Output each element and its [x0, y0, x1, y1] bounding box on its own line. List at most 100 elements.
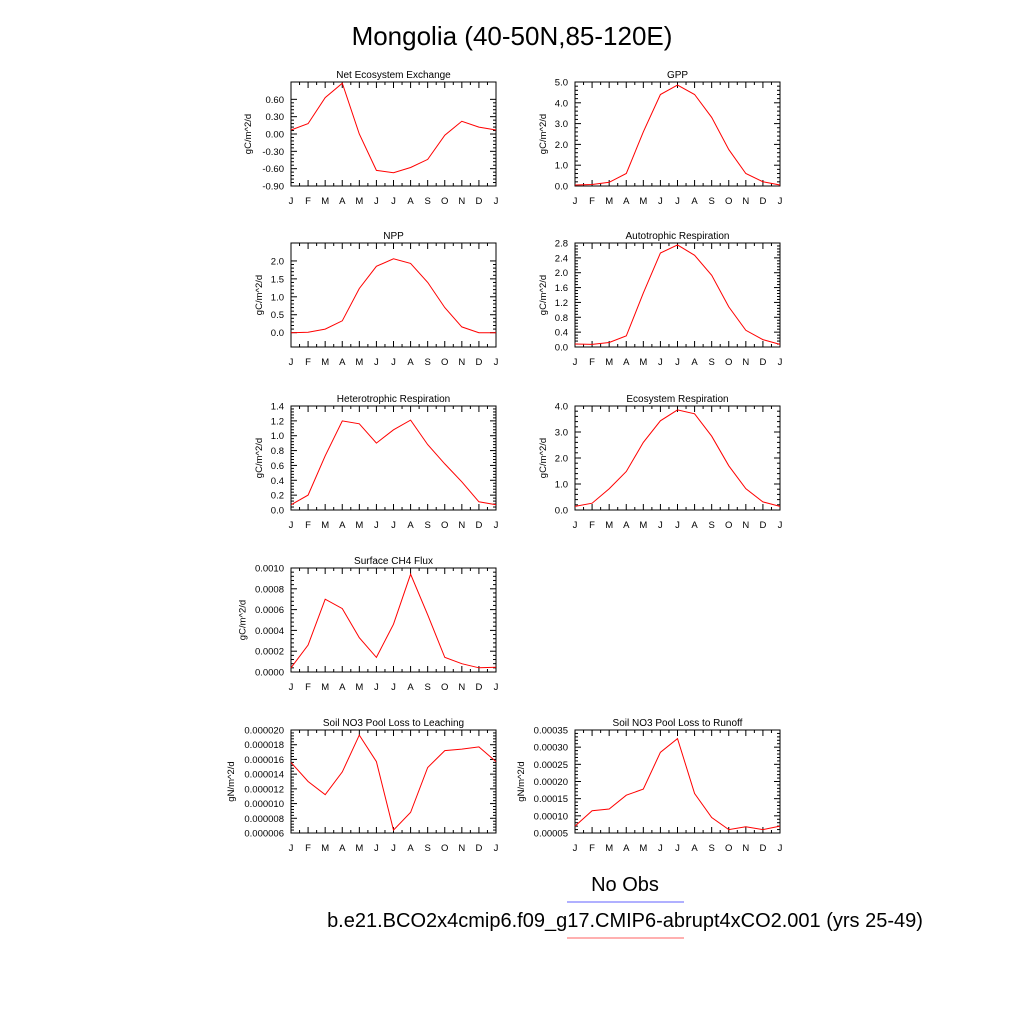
y-tick-label: -0.30: [262, 147, 284, 158]
y-tick-label: 0.0006: [255, 605, 284, 616]
x-tick-label: S: [424, 682, 430, 693]
x-tick-label: A: [691, 196, 698, 207]
y-tick-label: 1.4: [271, 402, 284, 413]
series-line-0: [290, 82, 497, 174]
x-tick-label: M: [321, 357, 329, 368]
x-tick-label: A: [407, 682, 414, 693]
x-tick-label: F: [305, 843, 311, 854]
x-tick-label: A: [339, 843, 346, 854]
x-tick-label: J: [289, 843, 294, 854]
x-tick-label: J: [675, 520, 680, 531]
x-tick-label: J: [374, 196, 379, 207]
x-tick-label: M: [355, 682, 363, 693]
y-tick-label: 2.0: [555, 268, 568, 279]
x-tick-label: D: [475, 682, 482, 693]
x-tick-label: J: [391, 520, 396, 531]
legend-label-model-run: b.e21.BCO2x4cmip6.f09_g17.CMIP6-abrupt4x…: [327, 910, 923, 932]
y-tick-label: 0.6: [271, 461, 284, 472]
x-tick-label: S: [708, 196, 714, 207]
plot-frame: [574, 405, 781, 511]
series-line-0: [290, 419, 497, 506]
panel-title: Ecosystem Respiration: [626, 394, 728, 405]
x-tick-label: O: [441, 682, 448, 693]
x-tick-label: A: [623, 520, 630, 531]
x-tick-label: M: [605, 196, 613, 207]
x-tick-label: S: [424, 196, 430, 207]
x-tick-label: J: [573, 520, 578, 531]
y-tick-label: 0.2: [271, 491, 284, 502]
x-tick-label: N: [458, 843, 465, 854]
x-tick-label: A: [407, 520, 414, 531]
y-tick-label: 0.000020: [244, 726, 284, 737]
y-tick-label: 0.0: [271, 506, 284, 517]
y-tick-label: 0.0010: [255, 564, 284, 575]
y-tick-label: 0.000008: [244, 814, 284, 825]
x-tick-label: J: [391, 682, 396, 693]
series-line-0: [574, 244, 781, 345]
y-tick-label: 1.2: [555, 298, 568, 309]
x-tick-label: M: [639, 520, 647, 531]
y-tick-label: 0.8: [271, 446, 284, 457]
x-tick-label: M: [321, 682, 329, 693]
y-tick-label: 0.0: [555, 343, 568, 354]
x-tick-label: O: [441, 520, 448, 531]
x-tick-label: F: [305, 196, 311, 207]
x-tick-label: J: [778, 357, 783, 368]
y-axis-label: gC/m^2/d: [538, 114, 549, 154]
x-tick-label: S: [424, 520, 430, 531]
x-tick-label: J: [374, 843, 379, 854]
y-tick-label: 0.0: [271, 328, 284, 339]
y-tick-label: 0.00030: [534, 743, 568, 754]
y-tick-label: 0.60: [266, 95, 285, 106]
y-tick-label: -0.90: [262, 182, 284, 193]
x-tick-label: J: [658, 520, 663, 531]
y-tick-label: 0.5: [271, 310, 284, 321]
y-tick-label: 0.00025: [534, 760, 568, 771]
y-tick-label: 1.6: [555, 283, 568, 294]
x-tick-label: A: [339, 357, 346, 368]
panel-title: Surface CH4 Flux: [354, 556, 433, 567]
y-tick-label: 0.00: [266, 130, 285, 141]
x-tick-label: J: [778, 843, 783, 854]
x-tick-label: A: [691, 843, 698, 854]
y-tick-label: 0.000006: [244, 829, 284, 840]
y-tick-label: 1.0: [271, 431, 284, 442]
x-tick-label: J: [658, 357, 663, 368]
x-tick-label: J: [374, 357, 379, 368]
x-tick-label: J: [374, 520, 379, 531]
x-tick-label: F: [305, 357, 311, 368]
x-tick-label: A: [339, 682, 346, 693]
x-tick-label: J: [573, 843, 578, 854]
y-axis-label: gC/m^2/d: [538, 438, 549, 478]
x-tick-label: F: [589, 520, 595, 531]
x-tick-label: J: [391, 196, 396, 207]
x-tick-label: N: [742, 196, 749, 207]
y-tick-label: 0.000016: [244, 755, 284, 766]
panel-title: Autotrophic Respiration: [626, 231, 730, 242]
x-tick-label: F: [589, 196, 595, 207]
y-tick-label: 3.0: [555, 119, 568, 130]
y-tick-label: 0.00035: [534, 726, 568, 737]
y-tick-label: 0.00015: [534, 794, 568, 805]
panel-title: NPP: [383, 231, 404, 242]
x-tick-label: S: [424, 357, 430, 368]
y-tick-label: 0.000010: [244, 799, 284, 810]
x-tick-label: A: [407, 843, 414, 854]
x-tick-label: A: [407, 196, 414, 207]
series-line-0: [290, 572, 497, 669]
y-tick-label: 4.0: [555, 402, 568, 413]
x-tick-label: N: [742, 843, 749, 854]
x-tick-label: J: [573, 196, 578, 207]
y-tick-label: 3.0: [555, 428, 568, 439]
x-tick-label: N: [458, 520, 465, 531]
x-tick-label: J: [494, 682, 499, 693]
x-tick-label: J: [778, 520, 783, 531]
y-tick-label: 2.4: [555, 253, 568, 264]
legend-label-no-obs: No Obs: [591, 874, 659, 896]
x-tick-label: J: [391, 357, 396, 368]
plot-frame: [574, 81, 781, 187]
